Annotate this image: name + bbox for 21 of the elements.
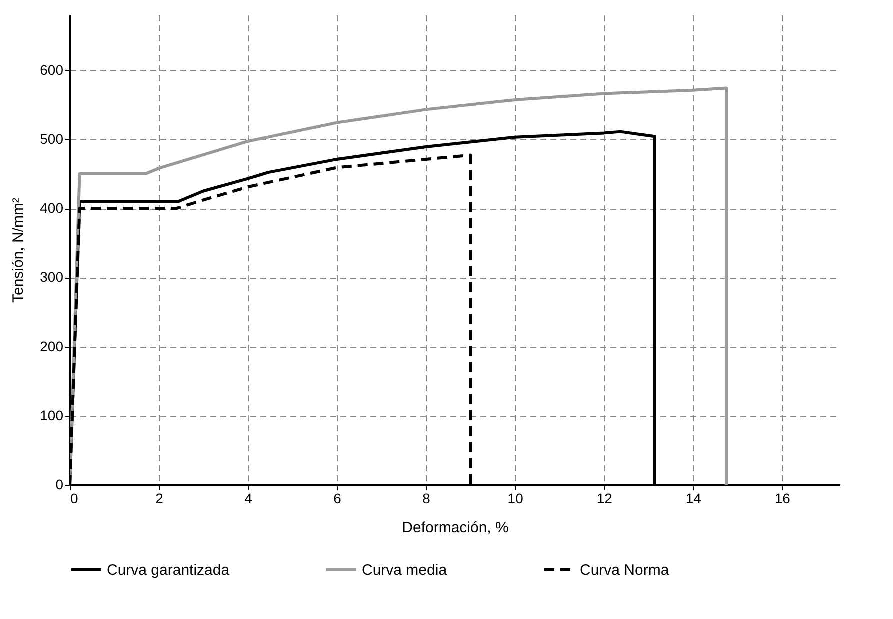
x-axis-title: Deformación, % (402, 520, 509, 536)
x-tick-label: 12 (596, 490, 613, 506)
x-tick-label: 10 (508, 490, 524, 506)
x-tick-label: 2 (156, 490, 164, 506)
y-tick-label: 300 (40, 269, 64, 286)
y-tick-label: 200 (40, 338, 64, 354)
y-tick-label: 400 (40, 200, 64, 216)
x-tick-label: 0 (70, 490, 78, 506)
x-tick-label: 16 (774, 490, 791, 506)
legend-label: Curva media (362, 562, 448, 579)
x-tick-label: 4 (244, 490, 253, 506)
legend-label: Curva Norma (580, 562, 670, 579)
legend-label: Curva garantizada (107, 562, 230, 579)
y-axis-title: Tensión, N/mm² (10, 198, 28, 304)
y-tick-label: 600 (40, 62, 64, 78)
y-tick-label: 500 (40, 130, 64, 147)
y-tick-label: 0 (56, 476, 64, 492)
x-tick-label: 8 (422, 490, 431, 506)
x-tick-label: 6 (334, 490, 342, 506)
x-tick-label: 14 (686, 490, 702, 506)
y-tick-label: 100 (40, 407, 64, 424)
